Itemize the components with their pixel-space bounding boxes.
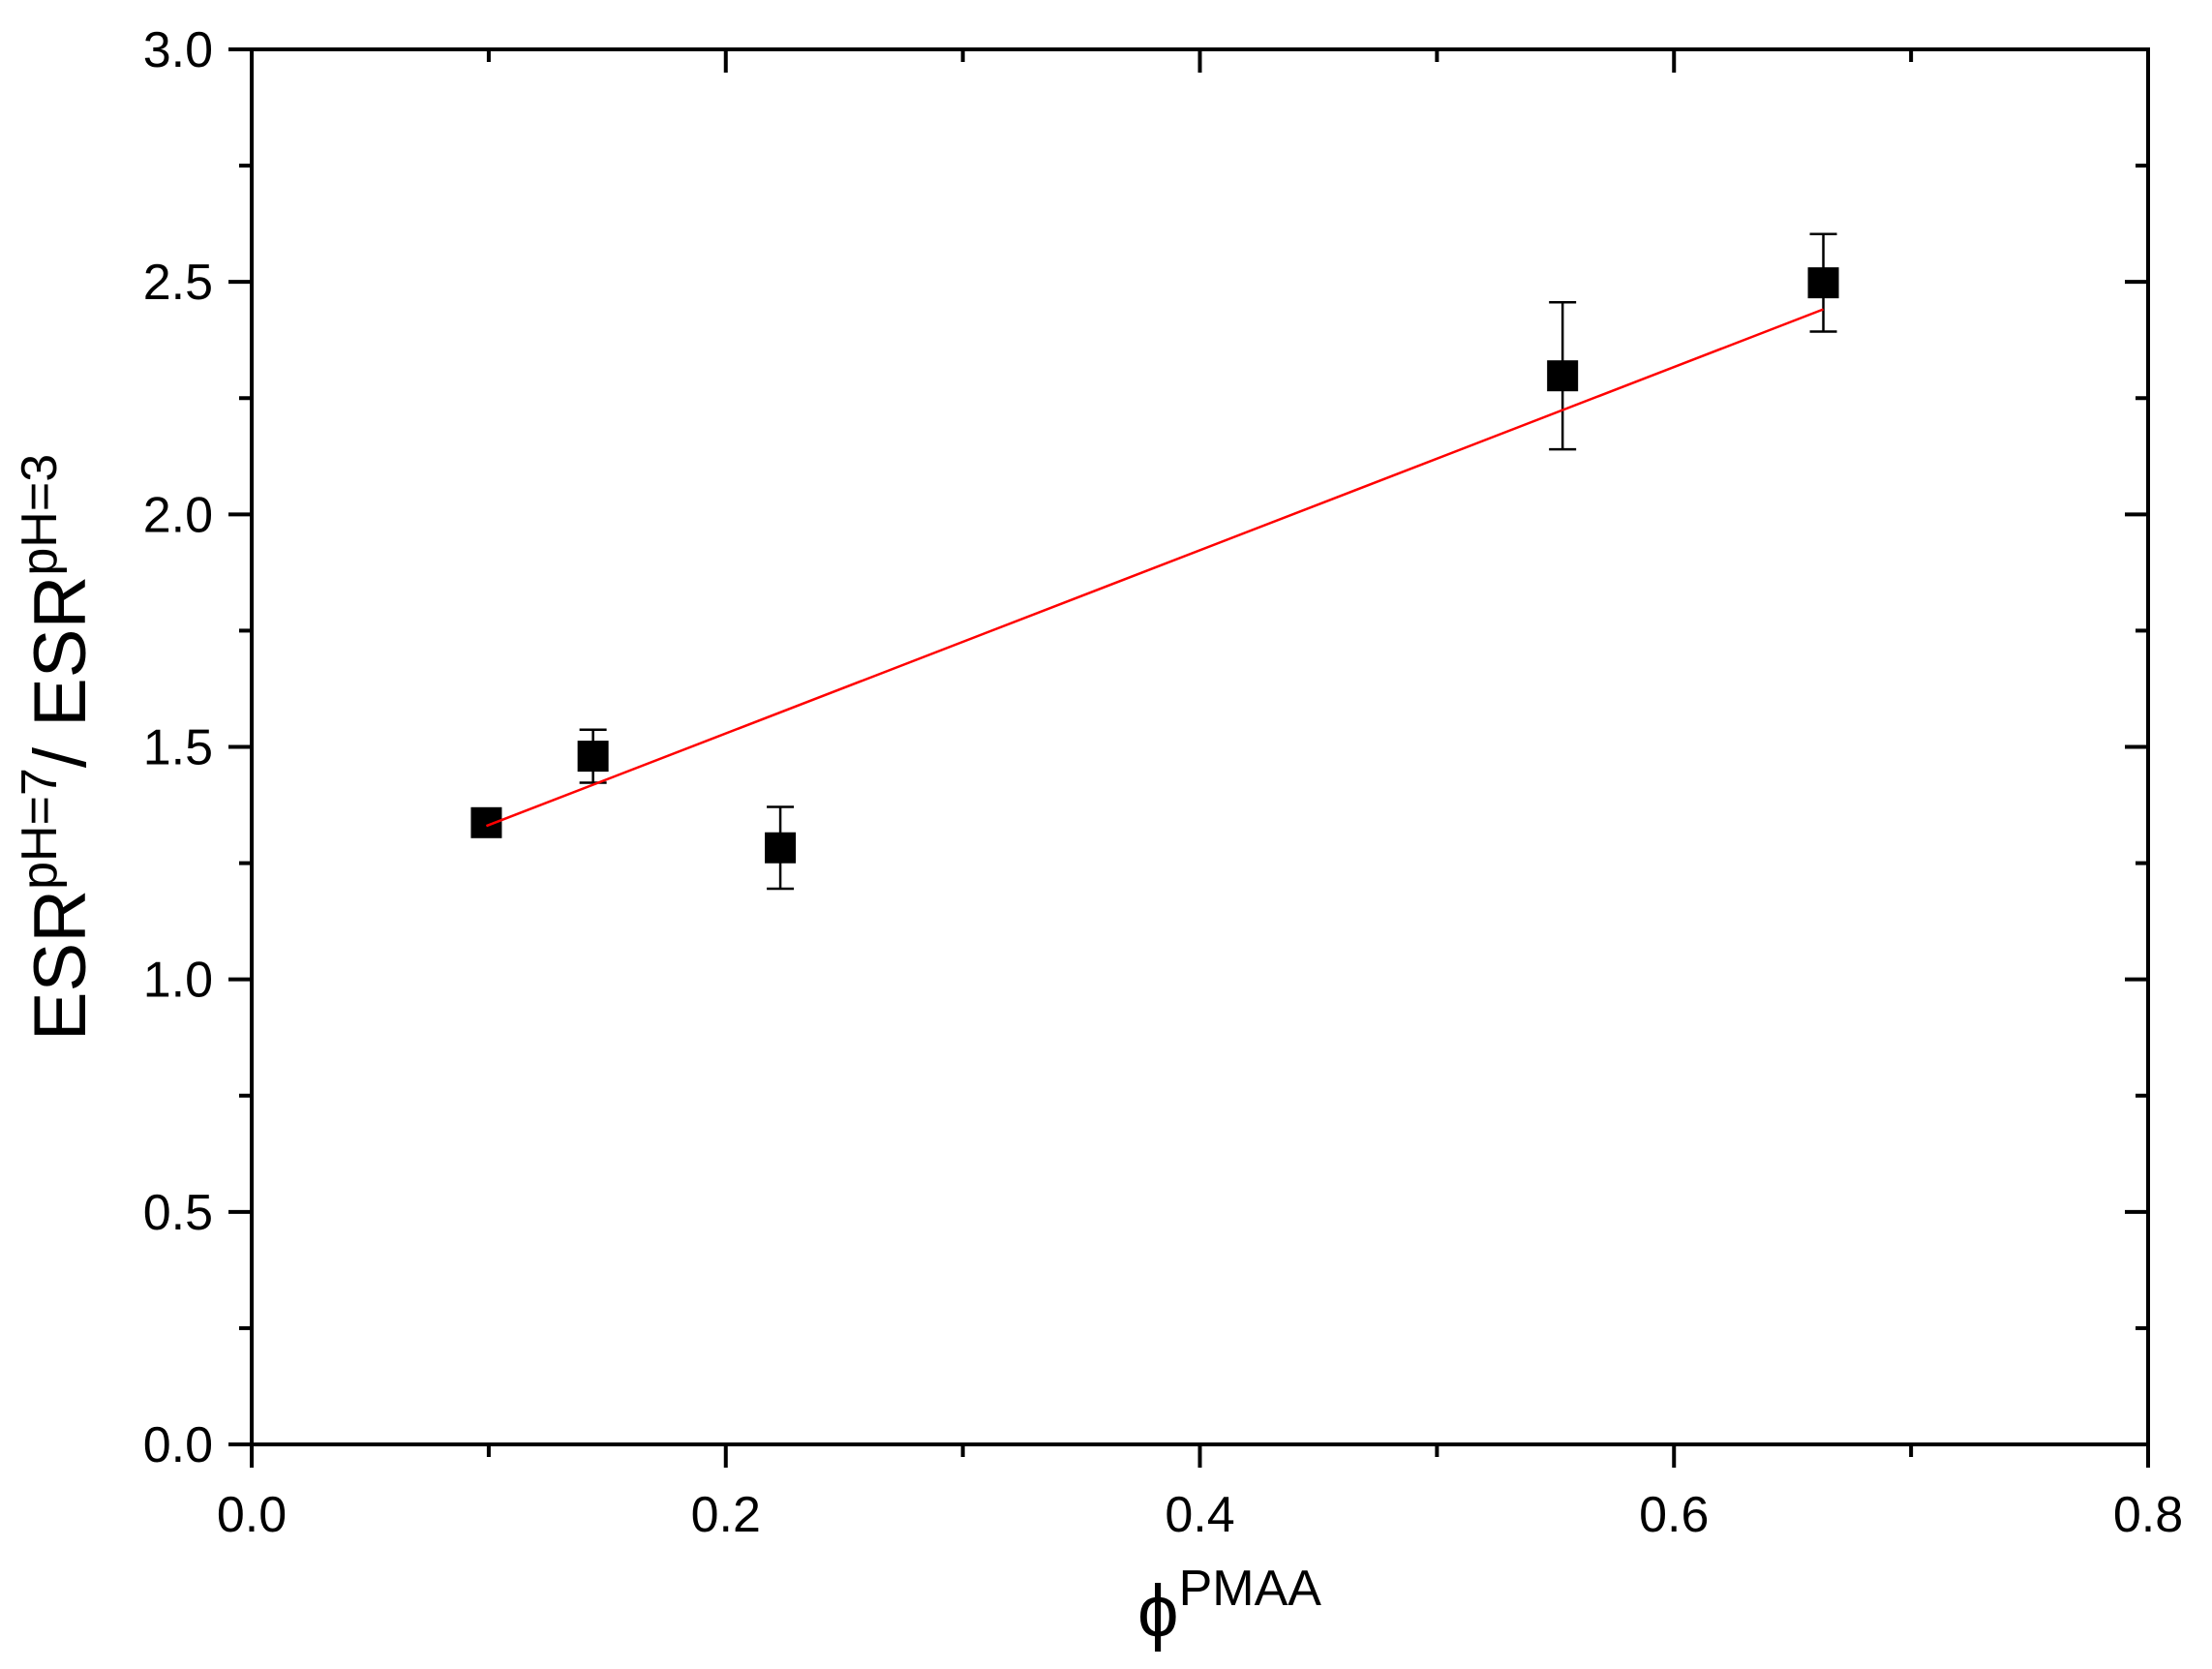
y-tick-label: 1.0 <box>143 953 213 1009</box>
y-tick-label: 0.5 <box>143 1185 213 1241</box>
point <box>765 832 797 864</box>
y-tick-label: 2.0 <box>143 487 213 543</box>
y-tick-label: 1.5 <box>143 720 213 776</box>
y-tick-label: 2.5 <box>143 255 213 311</box>
x-label-sup: PMAA <box>1179 1561 1322 1617</box>
x-tick-label: 0.4 <box>1165 1487 1234 1543</box>
fit-line <box>485 308 1824 828</box>
point <box>1547 360 1579 392</box>
y-tick-label: 0.0 <box>143 1417 213 1473</box>
point <box>577 741 609 773</box>
point <box>1807 267 1839 299</box>
x-tick-label: 0.8 <box>2113 1487 2183 1543</box>
x-tick-label: 0.0 <box>217 1487 287 1543</box>
y-label-part: ESR <box>19 890 102 1041</box>
x-tick-label: 0.2 <box>691 1487 761 1543</box>
x-label-part: ϕ <box>1137 1570 1179 1653</box>
y-label-part: / ESR <box>19 576 102 769</box>
x-tick-label: 0.6 <box>1639 1487 1709 1543</box>
y-label-sup: pH=7 <box>12 768 68 890</box>
plot-frame <box>250 47 2150 1446</box>
y-label-sup: pH=3 <box>12 454 68 576</box>
x-axis-label: ϕPMAA <box>1137 1561 1321 1653</box>
y-tick-label: 3.0 <box>143 22 213 78</box>
y-axis-label: ESRpH=7/ ESRpH=3 <box>12 454 102 1041</box>
